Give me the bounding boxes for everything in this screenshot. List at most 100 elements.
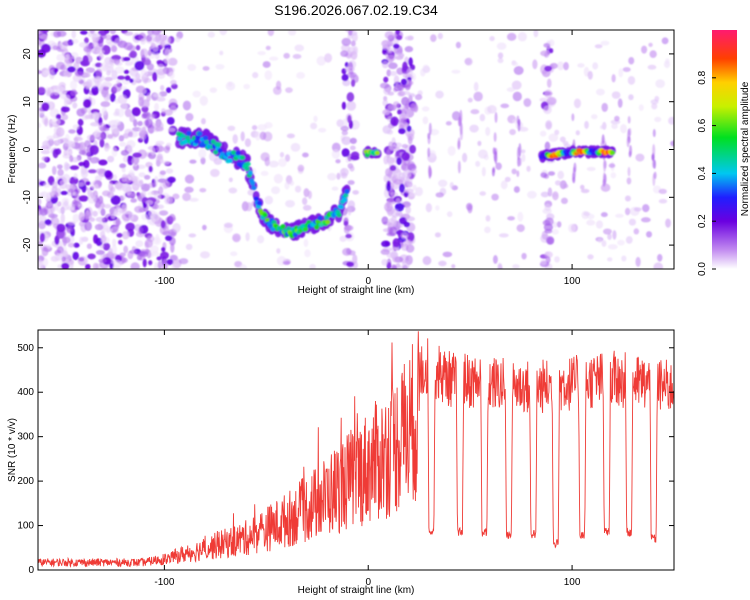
heatmap-cell [607,257,612,261]
heatmap-cell [192,91,200,98]
heatmap-cell [83,46,92,52]
heatmap-cell [56,253,63,259]
heatmap-cell [388,91,394,95]
heatmap-cell [544,229,552,234]
heatmap-cell [509,129,516,135]
heatmap-cell [210,169,220,177]
heatmap-cell [42,247,49,257]
y-tick-label: -20 [22,237,33,252]
heatmap-cell [162,161,170,165]
heatmap-cell [348,180,355,185]
heatmap-cell [577,63,584,68]
heatmap-cell [145,35,155,43]
heatmap-cell [130,51,137,59]
heatmap-cell [552,229,559,235]
heatmap-cell [342,198,347,203]
heatmap-cell [383,109,389,115]
heatmap-cell [61,114,68,120]
heatmap-cell [113,119,121,125]
heatmap-cell [402,144,408,148]
heatmap-cell [610,150,615,155]
heatmap-cell [188,233,196,237]
heatmap-cell [628,94,633,100]
heatmap-cell [130,262,139,271]
heatmap-cell [135,240,143,247]
heatmap-cell [450,182,454,188]
heatmap-cell [248,171,253,176]
heatmap-cell [200,251,210,258]
heatmap-cell [52,166,57,175]
heatmap-cell [160,85,164,91]
heatmap-cell [83,99,91,108]
heatmap-cell [166,143,172,147]
heatmap-cell [149,166,153,173]
heatmap-cell [489,36,494,41]
heatmap-cell [554,256,560,263]
heatmap-cell [285,200,295,208]
heatmap-cell [156,141,165,145]
heatmap-cell [73,124,80,129]
heatmap-cell [128,132,133,138]
heatmap-cell [473,92,482,102]
heatmap-cell [654,96,659,102]
heatmap-cell [116,233,122,238]
heatmap-cell [244,166,249,171]
heatmap-cell [456,42,461,49]
heatmap-cell [393,238,400,247]
heatmap-cell [402,260,410,270]
heatmap-cell [517,224,525,232]
heatmap-cell [257,201,262,206]
heatmap-cell [134,206,143,213]
heatmap-cell [397,109,402,114]
heatmap-cell [435,205,439,210]
heatmap-cell [295,186,301,193]
heatmap-cell [210,87,217,93]
heatmap-cell [617,240,625,246]
heatmap-cell [199,188,206,193]
heatmap-cell [618,68,623,77]
heatmap-cell [78,205,84,209]
heatmap-cell [215,64,224,70]
heatmap-cell [332,186,339,190]
heatmap-cell [46,201,53,208]
heatmap-cell [592,62,598,69]
heatmap-cell [540,50,550,56]
heatmap-cell [287,133,295,138]
heatmap-cell [99,53,104,60]
heatmap-cell [233,134,238,144]
y-tick-label: -10 [22,190,33,205]
heatmap-cell [335,159,340,163]
heatmap-cell [75,71,84,76]
heatmap-cell [124,31,133,35]
heatmap-cell [438,180,447,187]
heatmap-cell [130,198,137,202]
heatmap-cell [514,186,520,193]
heatmap-cell [78,119,84,126]
heatmap-cell [224,223,233,228]
heatmap-cell [294,44,304,51]
heatmap-cell [665,58,670,64]
heatmap-cell [136,45,140,50]
heatmap-cell [137,121,143,126]
heatmap-cell [167,177,176,183]
heatmap-cell [42,142,49,148]
heatmap-cell [62,174,70,183]
heatmap-cell [261,171,269,176]
heatmap-cell [252,125,257,130]
heatmap-cell [69,155,73,162]
heatmap-cell [68,129,76,133]
heatmap-cell [543,43,550,48]
heatmap-cell [204,140,209,145]
heatmap-cell [276,248,280,254]
heatmap-cell [625,208,630,215]
heatmap-cell [160,170,166,175]
heatmap-cell [498,52,503,58]
heatmap-cell [342,148,350,157]
y-tick-label: 100 [17,521,34,532]
heatmap-cell [344,226,350,233]
heatmap-cell [283,53,290,59]
heatmap-cell [381,241,390,248]
heatmap-cell [429,123,432,135]
heatmap-cell [580,185,585,190]
heatmap-cell [393,44,399,49]
